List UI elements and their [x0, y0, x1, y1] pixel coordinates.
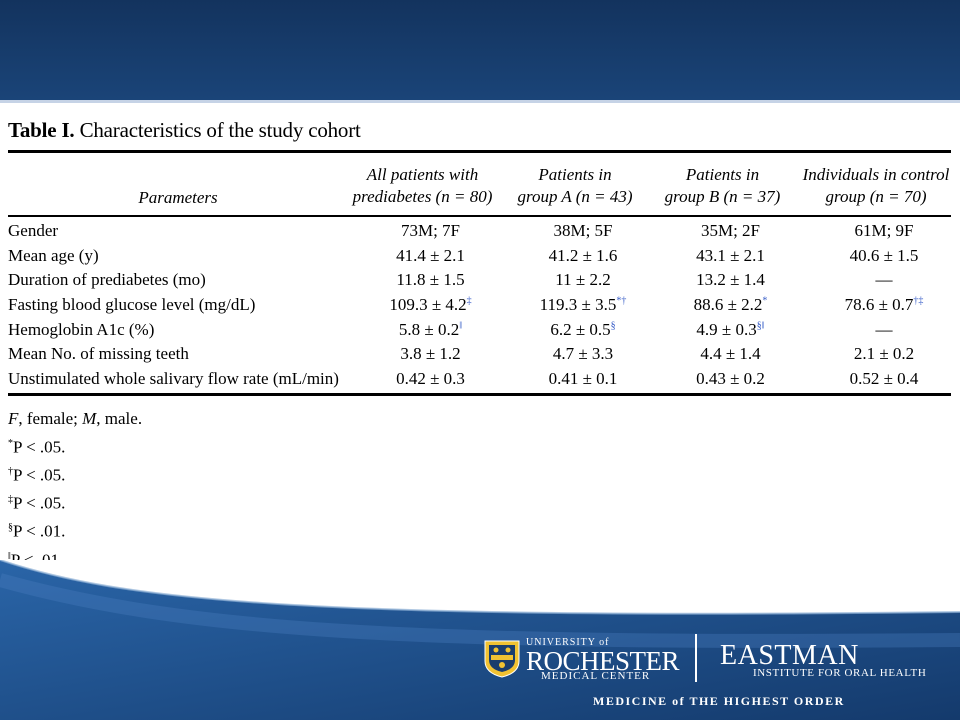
cell-group-b: 4.9 ± 0.3§‖: [696, 319, 765, 339]
eastman-wordmark: EASTMAN: [720, 640, 859, 671]
footnote: *P < .05.: [8, 437, 66, 457]
cell-group-a: 4.7 ± 3.3: [552, 344, 614, 364]
header-divider: [0, 100, 960, 103]
tagline: MEDICINE of THE HIGHEST ORDER: [593, 694, 845, 708]
header-line: group A (n = 43): [517, 187, 633, 206]
university-seal-icon: [484, 640, 520, 678]
cell-all-patients: 0.42 ± 0.3: [396, 369, 465, 389]
row-parameter: Duration of prediabetes (mo): [8, 270, 206, 290]
table-top-rule: [8, 150, 951, 153]
cell-control: 0.52 ± 0.4: [849, 369, 919, 389]
medical-center-text: MEDICAL CENTER: [541, 670, 651, 682]
row-parameter: Mean age (y): [8, 245, 99, 265]
cell-all-patients: 5.8 ± 0.2‖: [398, 319, 463, 339]
table-row: Mean age (y) 41.4 ± 2.1 41.2 ± 1.6 43.1 …: [8, 244, 951, 269]
header-line: prediabetes (n = 80): [352, 187, 493, 206]
header-line: All patients with: [366, 165, 479, 184]
university-of-text: UNIVERSITY of: [526, 637, 610, 648]
header-line: group B (n = 37): [664, 187, 781, 206]
header-group-b: Patients in group B (n = 37): [655, 164, 790, 208]
table-row: Unstimulated whole salivary flow rate (m…: [8, 367, 951, 392]
table-row: Gender 73M; 7F 38M; 5F 35M; 2F 61M; 9F: [8, 219, 951, 244]
cell-group-b: 43.1 ± 2.1: [696, 245, 765, 265]
cell-group-a: 0.41 ± 0.1: [548, 369, 618, 389]
cell-control: 2.1 ± 0.2: [853, 344, 915, 364]
row-parameter: Unstimulated whole salivary flow rate (m…: [8, 369, 339, 389]
header-group-a: Patients in group A (n = 43): [505, 164, 645, 208]
eastman-subtitle: INSTITUTE FOR ORAL HEALTH: [753, 667, 927, 679]
cell-group-a: 11 ± 2.2: [555, 270, 611, 290]
rochester-wordmark: ROCHESTER: [526, 646, 680, 676]
header-bar: [0, 0, 960, 100]
cell-control: —: [875, 319, 893, 339]
table-body: Gender 73M; 7F 38M; 5F 35M; 2F 61M; 9F M…: [8, 219, 951, 392]
cell-control: —: [875, 270, 893, 290]
table-title: Table I. Characteristics of the study co…: [8, 118, 361, 143]
header-control-group: Individuals in control group (n = 70): [800, 164, 952, 208]
cell-group-a: 38M; 5F: [553, 221, 613, 240]
table-footnotes: F, female; M, male. *P < .05. †P < .05. …: [8, 407, 142, 573]
table-bottom-rule: [8, 393, 951, 396]
row-parameter: Hemoglobin A1c (%): [8, 319, 155, 339]
table-row: Fasting blood glucose level (mg/dL) 109.…: [8, 293, 951, 318]
cell-all-patients: 73M; 7F: [400, 221, 461, 240]
header-line: group (n = 70): [825, 187, 927, 206]
cell-control: 40.6 ± 1.5: [849, 245, 919, 265]
table-row: Mean No. of missing teeth 3.8 ± 1.2 4.7 …: [8, 342, 951, 367]
header-line: Patients in: [685, 165, 760, 184]
table-caption: Characteristics of the study cohort: [79, 118, 361, 142]
header-line: Patients in: [538, 165, 612, 184]
footnote: ‡P < .05.: [8, 493, 66, 513]
cell-control: 61M; 9F: [854, 221, 914, 240]
table-row: Duration of prediabetes (mo) 11.8 ± 1.5 …: [8, 268, 951, 293]
cell-group-b: 35M; 2F: [700, 221, 761, 240]
footnote-abbreviations: F, female; M, male.: [8, 409, 143, 428]
cell-group-b: 0.43 ± 0.2: [696, 369, 765, 389]
header-line: Individuals in control: [802, 165, 950, 184]
cell-group-a: 41.2 ± 1.6: [548, 245, 618, 265]
table-header-rule: [8, 215, 951, 217]
footer-band: [0, 560, 960, 720]
cell-all-patients: 41.4 ± 2.1: [396, 245, 465, 265]
cell-group-a: 6.2 ± 0.5§: [550, 319, 616, 339]
table-row: Hemoglobin A1c (%) 5.8 ± 0.2‖ 6.2 ± 0.5§…: [8, 318, 951, 343]
cell-group-b: 88.6 ± 2.2*: [693, 295, 768, 315]
cell-group-b: 13.2 ± 1.4: [696, 270, 765, 290]
cell-all-patients: 109.3 ± 4.2‡: [389, 295, 472, 315]
logo-divider: [695, 634, 697, 682]
cell-control: 78.6 ± 0.7†‡: [844, 295, 924, 315]
footnote: †P < .05.: [8, 465, 66, 485]
row-parameter: Fasting blood glucose level (mg/dL): [8, 295, 256, 315]
header-all-patients: All patients with prediabetes (n = 80): [350, 164, 495, 208]
cell-all-patients: 3.8 ± 1.2: [400, 344, 461, 364]
cell-all-patients: 11.8 ± 1.5: [396, 270, 465, 290]
cell-group-a: 119.3 ± 3.5*†: [539, 295, 627, 315]
footnote: §P < .01.: [8, 522, 66, 541]
header-parameters: Parameters: [138, 188, 218, 207]
row-parameter: Mean No. of missing teeth: [8, 344, 189, 364]
table-label: Table I.: [8, 118, 75, 142]
row-parameter: Gender: [8, 221, 59, 240]
cell-group-b: 4.4 ± 1.4: [700, 344, 761, 364]
